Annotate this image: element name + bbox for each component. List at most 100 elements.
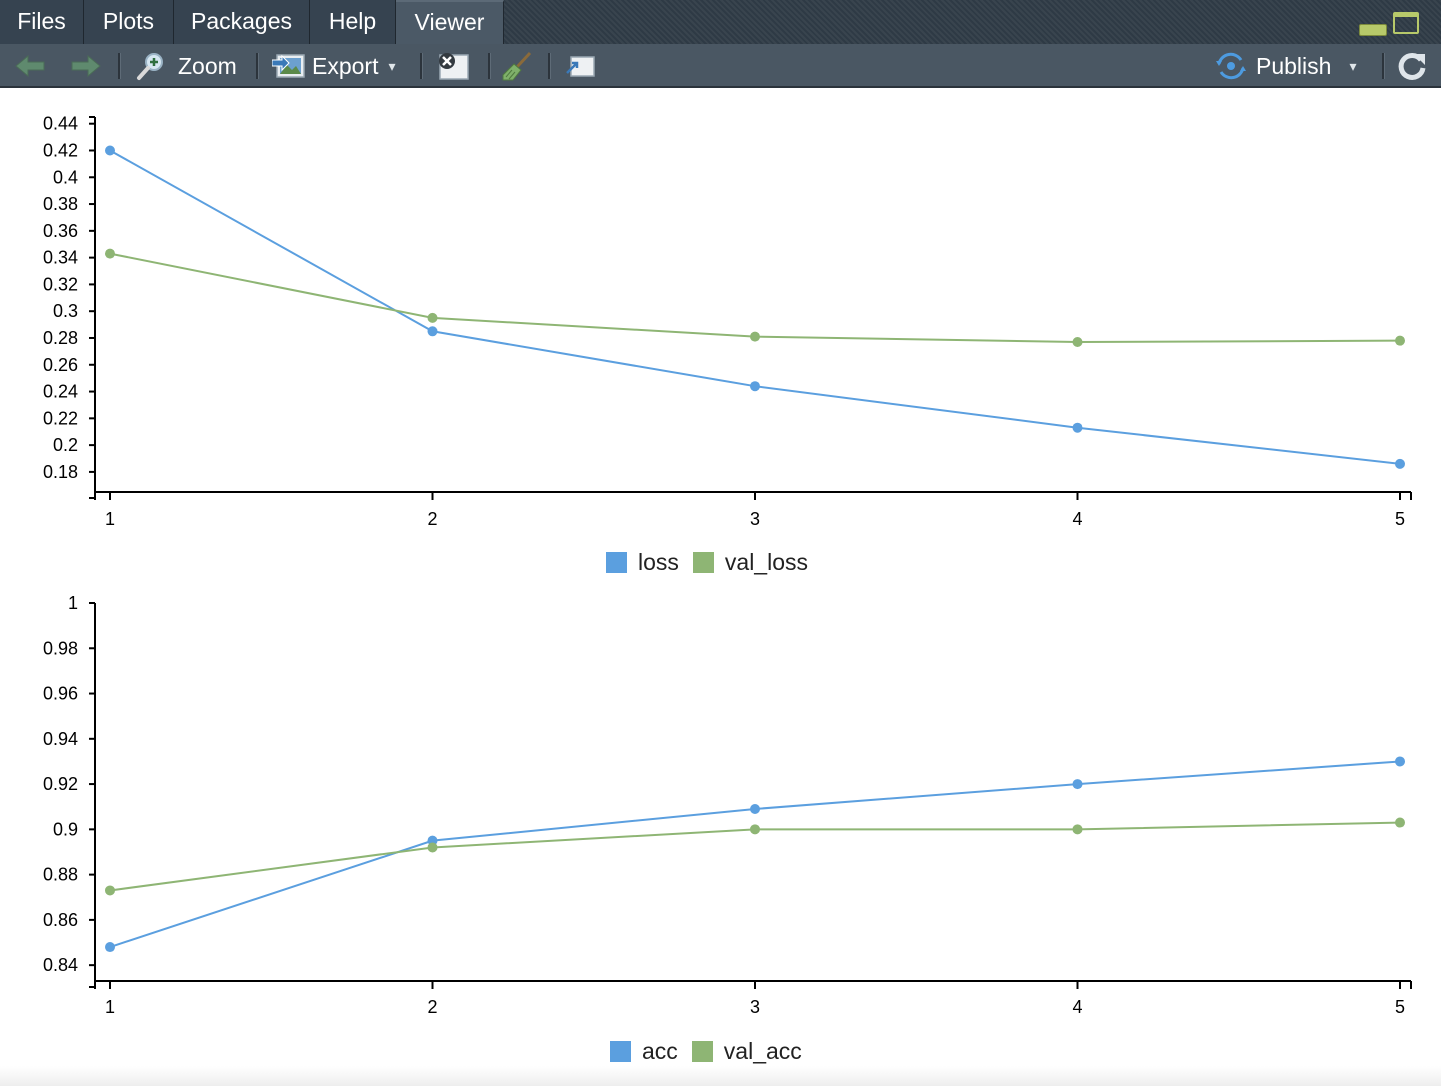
x-tick-label: 4 xyxy=(1072,509,1082,529)
forward-button[interactable] xyxy=(68,44,102,88)
legend-label-acc: acc xyxy=(642,1038,678,1064)
data-point-val-acc[interactable] xyxy=(427,842,438,853)
pane-window-controls xyxy=(1359,12,1429,36)
x-tick-label: 2 xyxy=(427,509,437,529)
y-tick-label: 0.2 xyxy=(53,435,78,455)
chevron-down-icon: ▾ xyxy=(388,57,396,74)
x-tick-label: 5 xyxy=(1395,997,1405,1017)
y-tick-label: 0.9 xyxy=(53,819,78,839)
export-button[interactable]: Export ▾ xyxy=(272,44,396,88)
tab-plots[interactable]: Plots xyxy=(84,0,174,44)
y-tick-label: 0.44 xyxy=(43,114,78,134)
y-tick-label: 0.3 xyxy=(53,301,78,321)
data-point-loss[interactable] xyxy=(105,145,115,156)
toolbar-separator xyxy=(1382,53,1385,79)
back-button[interactable] xyxy=(14,44,48,88)
toolbar-separator xyxy=(488,53,491,79)
data-point-loss[interactable] xyxy=(1072,422,1083,433)
data-point-loss[interactable] xyxy=(427,326,438,337)
legend-swatch-val-loss xyxy=(692,552,714,573)
series-line-loss xyxy=(109,149,1401,465)
data-point-loss[interactable] xyxy=(1395,458,1405,469)
show-in-new-window-icon xyxy=(566,56,595,77)
data-point-val-loss[interactable] xyxy=(105,248,115,259)
toolbar-separator xyxy=(256,53,259,79)
legend-entry-val-loss[interactable]: val_loss xyxy=(692,549,808,576)
clear-all-button[interactable] xyxy=(500,44,534,88)
accuracy-chart-legend: acc val_acc xyxy=(610,1038,816,1065)
viewer-toolbar: Zoom Export ▾ xyxy=(0,44,1441,88)
legend-entry-acc[interactable]: acc xyxy=(610,1038,678,1065)
publish-icon xyxy=(1216,52,1246,80)
data-point-val-acc[interactable] xyxy=(1395,817,1405,828)
y-tick-label: 0.92 xyxy=(43,774,78,794)
y-tick-label: 0.34 xyxy=(43,248,78,268)
minimize-pane-icon[interactable] xyxy=(1359,24,1387,36)
y-tick-label: 0.28 xyxy=(43,328,78,348)
series-line-val-loss xyxy=(109,252,1401,344)
forward-arrow-icon xyxy=(71,54,101,78)
toolbar-separator xyxy=(548,53,551,79)
series-line-acc xyxy=(109,760,1401,948)
chevron-down-icon: ▾ xyxy=(1349,57,1357,74)
toolbar-separator xyxy=(420,53,423,79)
export-image-icon xyxy=(272,54,305,78)
toolbar-separator xyxy=(118,53,121,79)
y-tick-label: 0.98 xyxy=(43,638,78,658)
export-label: Export xyxy=(312,52,379,79)
tab-viewer[interactable]: Viewer xyxy=(396,0,504,44)
maximize-pane-icon[interactable] xyxy=(1393,12,1419,34)
data-point-loss[interactable] xyxy=(750,381,760,392)
publish-label: Publish xyxy=(1256,52,1332,79)
legend-entry-val-acc[interactable]: val_acc xyxy=(691,1038,802,1065)
x-tick-label: 1 xyxy=(105,997,115,1017)
data-point-val-acc[interactable] xyxy=(750,824,760,835)
tab-packages[interactable]: Packages xyxy=(174,0,310,44)
x-tick-label: 2 xyxy=(427,997,437,1017)
refresh-icon xyxy=(1398,52,1426,80)
data-point-acc[interactable] xyxy=(105,942,115,953)
back-arrow-icon xyxy=(15,54,45,78)
data-point-val-loss[interactable] xyxy=(750,331,760,342)
accuracy-chart: 0.84 0.86 0.88 0.9 0.92 0.94 0.96 0.98 1 1 2 3 4 5 ac… xyxy=(0,585,1441,1065)
y-tick-label: 0.42 xyxy=(43,140,78,160)
legend-swatch-acc xyxy=(610,1041,631,1062)
y-tick-label: 0.24 xyxy=(43,382,78,402)
y-tick-label: 0.36 xyxy=(43,221,78,241)
y-tick-label: 0.96 xyxy=(43,684,78,704)
y-tick-label: 0.86 xyxy=(43,910,78,930)
x-tick-label: 4 xyxy=(1072,997,1082,1017)
y-tick-label: 0.94 xyxy=(43,729,78,749)
zoom-button[interactable]: Zoom xyxy=(136,44,237,88)
y-tick-label: 0.22 xyxy=(43,408,78,428)
loss-chart-svg: 0.18 0.2 0.22 0.24 0.26 0.28 0.3 0.32 0.34 0.36 0.… xyxy=(43,114,1412,529)
legend-swatch-loss xyxy=(606,552,627,573)
broom-icon xyxy=(502,51,532,81)
data-point-val-loss[interactable] xyxy=(1395,335,1405,346)
loss-chart-legend: loss val_loss xyxy=(606,549,822,576)
y-tick-label: 0.26 xyxy=(43,355,78,375)
legend-swatch-val-acc xyxy=(691,1041,713,1062)
accuracy-chart-svg: 0.84 0.86 0.88 0.9 0.92 0.94 0.96 0.98 1 1 2 3 4 5 xyxy=(43,593,1412,1017)
legend-label-val-acc: val_acc xyxy=(723,1038,802,1064)
y-tick-label: 1 xyxy=(68,593,78,613)
tab-files[interactable]: Files xyxy=(0,0,84,44)
data-point-val-loss[interactable] xyxy=(1072,337,1083,347)
data-point-val-acc[interactable] xyxy=(1072,824,1083,835)
y-tick-label: 0.32 xyxy=(43,274,78,294)
y-tick-label: 0.4 xyxy=(53,167,78,187)
publish-button[interactable]: Publish ▾ xyxy=(1214,44,1356,88)
clear-viewer-button[interactable] xyxy=(434,44,470,88)
zoom-label: Zoom xyxy=(178,52,237,79)
refresh-button[interactable] xyxy=(1396,44,1428,88)
data-point-acc[interactable] xyxy=(1072,779,1083,790)
tab-help[interactable]: Help xyxy=(310,0,396,44)
data-point-acc[interactable] xyxy=(750,803,760,814)
y-tick-label: 0.38 xyxy=(43,194,78,214)
legend-entry-loss[interactable]: loss xyxy=(606,549,679,576)
data-point-val-loss[interactable] xyxy=(427,312,438,323)
data-point-acc[interactable] xyxy=(1395,756,1405,767)
x-tick-label: 3 xyxy=(750,997,760,1017)
data-point-val-acc[interactable] xyxy=(105,885,115,896)
show-in-new-window-button[interactable] xyxy=(564,44,596,88)
